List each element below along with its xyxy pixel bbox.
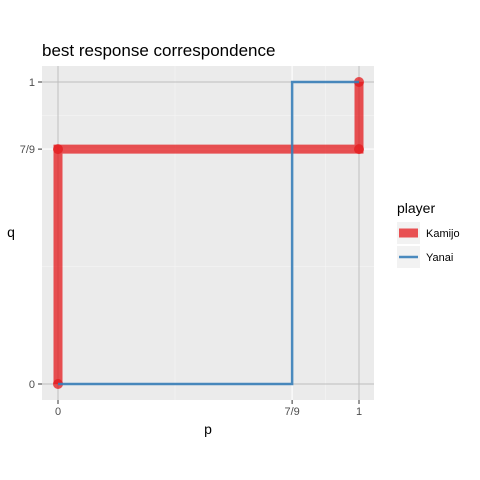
legend-label: Kamijo: [426, 228, 460, 240]
x-tick-label: 1: [356, 406, 362, 418]
chart-title: best response correspondence: [42, 41, 275, 60]
x-axis-title: p: [204, 421, 212, 437]
x-axis: 0 7/9 1: [55, 400, 362, 418]
y-tick-label: 7/9: [20, 144, 35, 156]
y-tick-label: 0: [29, 379, 35, 391]
legend-title: player: [397, 200, 435, 216]
plot-panel: [42, 66, 374, 400]
series-point-kamijo: [53, 144, 63, 154]
series-point-kamijo: [354, 144, 364, 154]
x-tick-label: 7/9: [284, 406, 299, 418]
y-axis-title: q: [7, 224, 15, 240]
x-tick-label: 0: [55, 406, 61, 418]
y-axis: 0 7/9 1: [20, 77, 42, 391]
y-tick-label: 1: [29, 77, 35, 89]
legend-label: Yanai: [426, 252, 453, 264]
legend: player Kamijo Yanai: [397, 200, 460, 268]
